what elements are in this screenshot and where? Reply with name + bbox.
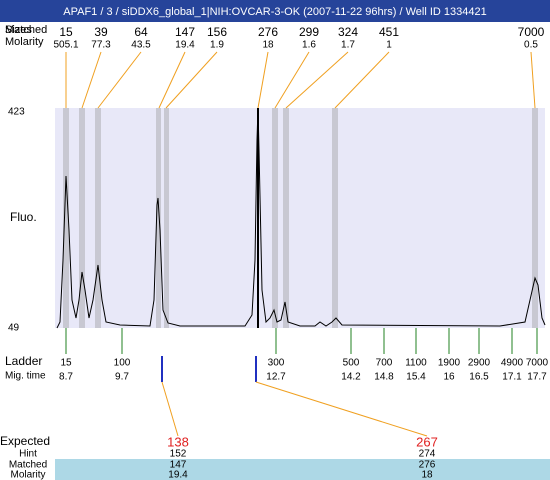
peak-molarity: 1.7 [341, 40, 355, 51]
peak-molarity: 1.6 [302, 40, 316, 51]
peak-bands [63, 108, 538, 328]
peak-molarity: 1 [386, 40, 392, 51]
expected-connector [161, 381, 179, 437]
row-label: Matched [9, 460, 47, 471]
y-max-label: 423 [8, 107, 25, 118]
mig-time: 17.1 [502, 372, 522, 383]
header-title: APAF1 / 3 / siDDX6_global_1|NIH:OVCAR-3-… [63, 6, 487, 18]
mig-time: 16.5 [469, 372, 489, 383]
peak-molarity: 43.5 [131, 40, 151, 51]
peak-connector [165, 51, 218, 109]
ladder-size: 300 [268, 358, 285, 369]
y-axis-label: Fluo. [10, 210, 37, 224]
peak-size: 299 [299, 25, 319, 39]
peak-size: 451 [379, 25, 399, 39]
peak-molarity: 505.1 [53, 40, 78, 51]
header-bar [0, 0, 550, 22]
ladder-size: 1900 [438, 358, 461, 369]
y-min-label: 49 [8, 323, 20, 334]
ladder-size: 15 [60, 358, 72, 369]
peak-size: 39 [94, 25, 108, 39]
peak-molarity: 1.9 [210, 40, 224, 51]
ladder-size: 700 [376, 358, 393, 369]
expected-label: Expected [0, 434, 50, 448]
peak-size: 156 [207, 25, 227, 39]
ladder-size: 7000 [526, 358, 549, 369]
mig-time: 12.7 [266, 372, 286, 383]
peak-size: 276 [258, 25, 278, 39]
hint: 152 [170, 449, 187, 460]
row-label: Hint [19, 449, 37, 460]
peak-size: 324 [338, 25, 358, 39]
peak-connector [97, 51, 142, 109]
peak-molarity: 0.5 [524, 40, 538, 51]
peak-connector [81, 51, 102, 109]
expected-size: 138 [167, 434, 189, 449]
peak-connector [285, 51, 349, 109]
expected-size: 267 [416, 434, 438, 449]
peak-size: 15 [59, 25, 73, 39]
peak-connector [158, 51, 186, 109]
mig-time: 14.2 [341, 372, 361, 383]
mig-time-label: Mig. time [5, 371, 46, 382]
peak-connector [334, 51, 390, 109]
peak-size: 7000 [518, 25, 545, 39]
row-label: Matched [5, 24, 47, 36]
ladder-size: 100 [114, 358, 131, 369]
ladder-size: 4900 [501, 358, 524, 369]
mig-time: 16 [443, 372, 455, 383]
mig-time: 8.7 [59, 372, 73, 383]
matched-rows-bg [55, 459, 550, 480]
mig-time: 9.7 [115, 372, 129, 383]
peak-size: 147 [175, 25, 195, 39]
peak-molarity: 18 [262, 40, 274, 51]
plot-area [55, 108, 545, 328]
peak-connector [530, 51, 536, 109]
molarity: 18 [421, 470, 433, 480]
peak-size: 64 [134, 25, 148, 39]
mig-time: 17.7 [527, 372, 547, 383]
molarity: 19.4 [168, 470, 188, 480]
row-label: Molarity [10, 470, 45, 480]
matched: 147 [170, 460, 187, 471]
mig-time: 15.4 [406, 372, 426, 383]
row-label: Molarity [5, 36, 44, 48]
hint: 274 [419, 449, 436, 460]
ladder-label: Ladder [5, 354, 42, 368]
peak-molarity: 19.4 [175, 40, 195, 51]
peak-connector [257, 51, 269, 109]
peak-connector [274, 51, 310, 109]
ladder-size: 500 [343, 358, 360, 369]
row-label: Sizes [5, 24, 32, 36]
ladder-size: 2900 [468, 358, 491, 369]
trace [56, 107, 546, 329]
peak-molarity: 77.3 [91, 40, 111, 51]
expected-connector [255, 381, 428, 437]
mig-time: 14.8 [374, 372, 394, 383]
ladder-size: 1100 [405, 358, 427, 369]
matched: 276 [419, 460, 436, 471]
